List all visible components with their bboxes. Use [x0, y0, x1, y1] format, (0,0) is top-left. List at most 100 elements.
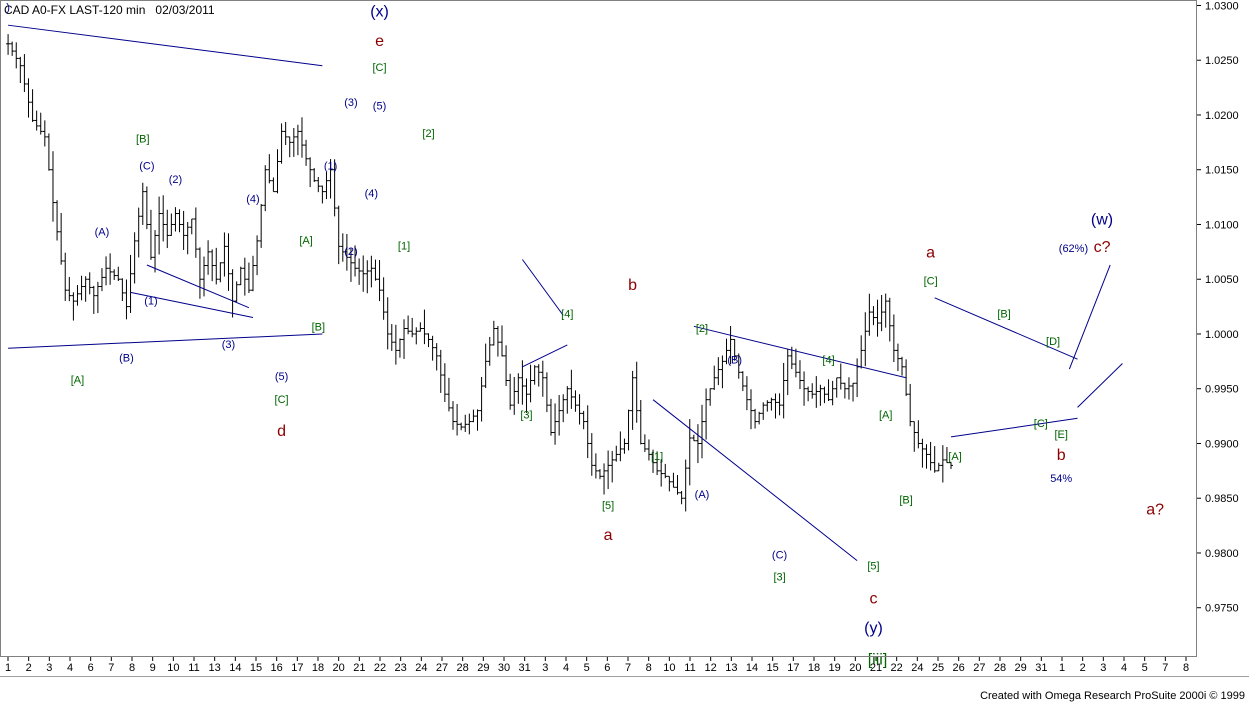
- price-bar: [508, 373, 513, 410]
- price-bar: [483, 343, 488, 389]
- price-bar: [479, 376, 484, 422]
- price-bar: [732, 338, 737, 361]
- trendline: [950, 417, 1078, 438]
- y-tick-label: 0.9750: [1205, 603, 1239, 615]
- x-tick-label: 15: [250, 662, 262, 674]
- x-tick-label: 2: [26, 662, 32, 674]
- y-tick-label: 0.9900: [1205, 438, 1239, 450]
- price-bar: [875, 299, 880, 337]
- price-bar: [895, 343, 900, 372]
- price-bar: [585, 405, 590, 459]
- wave-label: (w): [1091, 211, 1113, 228]
- wave-label: c?: [1094, 239, 1111, 256]
- wave-label: c: [869, 590, 877, 607]
- x-tick-label: 26: [953, 662, 965, 674]
- price-bar: [495, 325, 500, 357]
- price-bar: [883, 293, 888, 328]
- x-tick-label: 4: [1121, 662, 1127, 674]
- price-bar: [381, 277, 386, 320]
- price-bar: [565, 386, 570, 414]
- price-bar: [781, 362, 786, 419]
- price-bar: [18, 56, 23, 84]
- y-axis: 1.0300 1.0250 1.0200 1.0150 1.0100 1.0050 1.00…: [1196, 0, 1239, 615]
- price-bar: [295, 124, 300, 156]
- price-bar: [463, 414, 468, 432]
- price-bar: [499, 325, 504, 357]
- price-bar: [940, 445, 945, 483]
- price-bar: [185, 221, 190, 255]
- wave-label: [B]: [899, 495, 912, 507]
- price-bar: [140, 182, 145, 225]
- price-bar: [406, 315, 411, 335]
- price-bar: [920, 438, 925, 468]
- date-label: 02/03/2011: [155, 3, 215, 17]
- price-bar: [924, 444, 929, 469]
- x-tick-label: 18: [312, 662, 324, 674]
- x-tick-label: 6: [604, 662, 610, 674]
- wave-label: [2]: [696, 323, 708, 335]
- price-bar: [736, 353, 741, 379]
- price-bar: [22, 54, 27, 93]
- y-tick-label: 1.0150: [1205, 165, 1239, 177]
- price-bar: [161, 195, 166, 242]
- price-bar: [410, 317, 415, 338]
- price-bar: [283, 121, 288, 146]
- price-bar: [340, 233, 345, 262]
- price-bar: [944, 447, 949, 464]
- price-bar: [467, 413, 472, 435]
- x-tick-label: 21: [870, 662, 882, 674]
- x-tick-label: 4: [563, 662, 569, 674]
- price-bar: [773, 393, 778, 419]
- price-bar: [169, 213, 174, 236]
- price-bar: [475, 409, 480, 431]
- x-tick-label: 2: [1080, 662, 1086, 674]
- price-bar: [87, 272, 92, 295]
- wave-label: [B]: [997, 309, 1010, 321]
- y-tick-label: 1.0250: [1205, 55, 1239, 67]
- wave-label: [B]: [136, 133, 149, 145]
- price-bar: [446, 377, 451, 412]
- price-bar: [642, 434, 647, 453]
- wave-label: [A]: [948, 451, 961, 463]
- wave-label: [iii]: [868, 652, 888, 669]
- price-bar: [6, 34, 11, 55]
- price-bar: [165, 209, 170, 249]
- x-tick-label: 19: [829, 662, 841, 674]
- price-bar: [597, 469, 602, 480]
- price-bar: [153, 230, 158, 273]
- price-bar: [504, 345, 509, 387]
- price-bar: [679, 491, 684, 505]
- price-bar: [71, 292, 76, 321]
- x-tick-label: 3: [46, 662, 52, 674]
- price-bar: [810, 383, 815, 399]
- x-tick-label: 6: [88, 662, 94, 674]
- price-bar: [79, 275, 84, 301]
- trendline: [693, 325, 907, 379]
- price-bar: [304, 139, 309, 166]
- y-tick-label: 1.0100: [1205, 219, 1239, 231]
- x-tick-label: 4: [67, 662, 73, 674]
- price-bar: [55, 200, 60, 241]
- price-bar: [348, 248, 353, 282]
- x-tick-label: 31: [519, 662, 531, 674]
- price-bar: [720, 355, 725, 389]
- price-bar: [373, 259, 378, 281]
- price-bar: [222, 232, 227, 277]
- price-bar: [136, 207, 141, 258]
- price-bar: [553, 403, 558, 445]
- price-bar: [806, 386, 811, 402]
- price-bar: [683, 459, 688, 512]
- price-bar: [512, 377, 517, 415]
- x-tick-label: 28: [457, 662, 469, 674]
- price-bar: [695, 424, 700, 464]
- x-tick-label: 12: [705, 662, 717, 674]
- x-tick-label: 10: [167, 662, 179, 674]
- price-bar: [793, 348, 798, 378]
- price-bar: [663, 463, 668, 479]
- price-bar: [932, 446, 937, 473]
- price-bar: [757, 411, 762, 425]
- x-tick-label: 11: [684, 662, 695, 674]
- price-bar: [14, 42, 19, 69]
- wave-label: [D]: [1046, 336, 1060, 348]
